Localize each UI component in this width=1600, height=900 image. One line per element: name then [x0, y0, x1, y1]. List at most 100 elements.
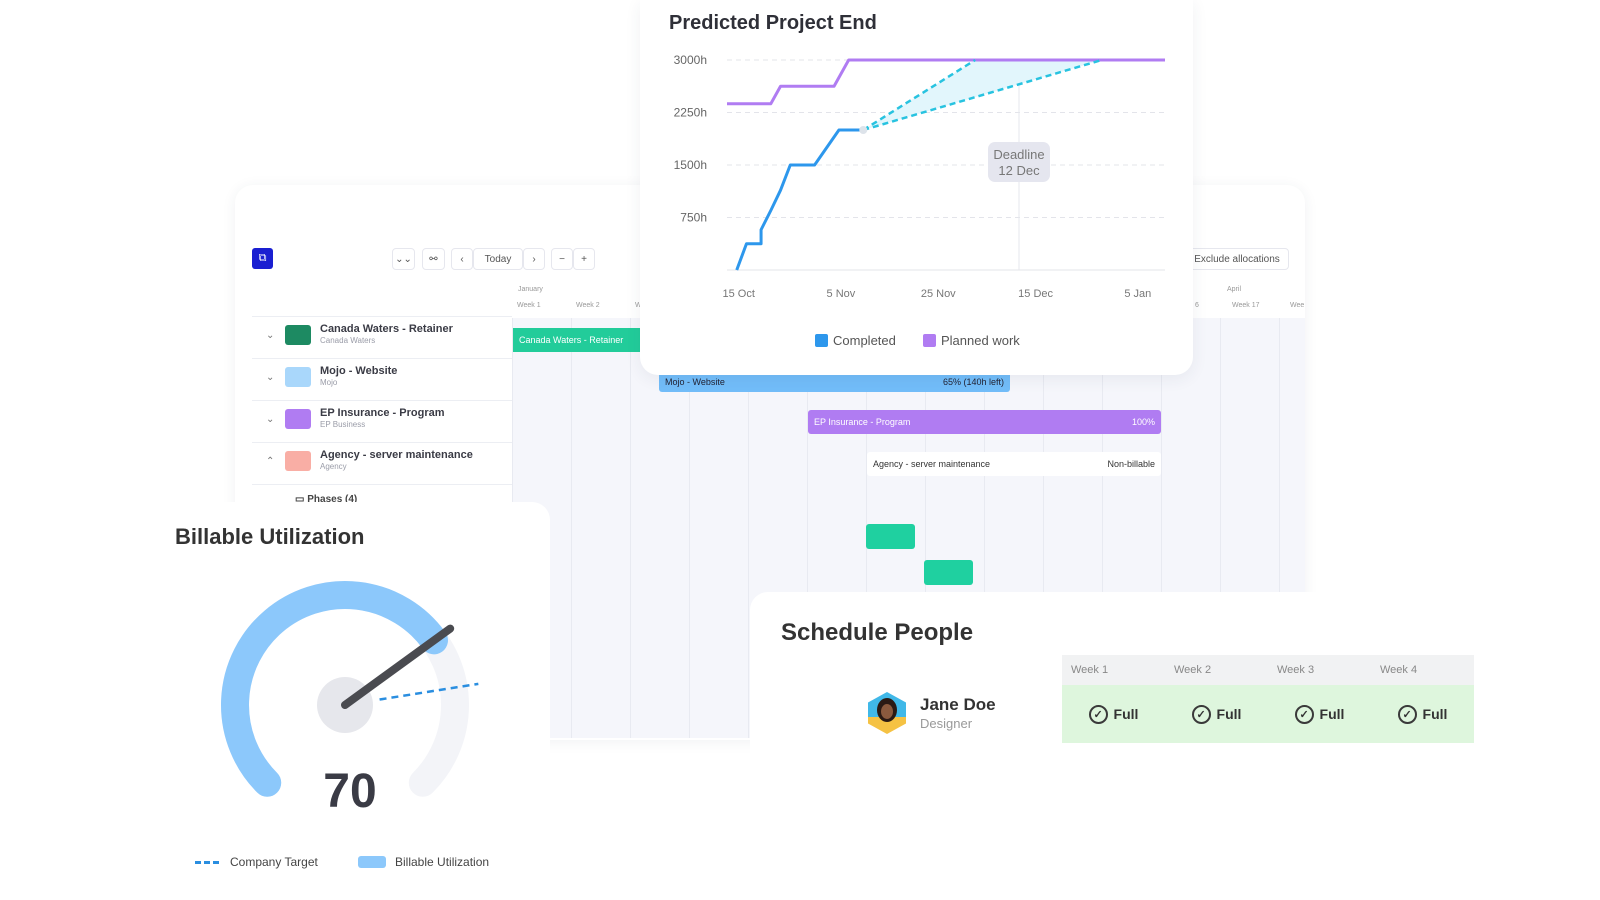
phases-row[interactable]: ▭ Phases (4): [295, 494, 357, 505]
client-name: EP Business: [320, 420, 366, 429]
project-row[interactable]: ⌄ Canada Waters - Retainer Canada Waters: [252, 317, 512, 359]
chevron-up-icon[interactable]: ⌃: [266, 456, 275, 467]
week-status-cell[interactable]: ✓ Full: [1165, 685, 1268, 743]
grid-line: [1220, 318, 1221, 738]
week-header: Week 3: [1268, 655, 1371, 685]
exclude-allocations-button[interactable]: Exclude allocations: [1185, 248, 1289, 270]
person-name: Jane Doe: [920, 695, 996, 714]
prev-button[interactable]: ‹: [451, 248, 473, 270]
share-icon[interactable]: ⚯: [422, 248, 445, 270]
gauge-fill: [221, 581, 448, 797]
project-color-swatch: [285, 451, 311, 471]
y-tick-label: 1500h: [674, 158, 707, 172]
deadline-label: Deadline: [993, 147, 1044, 162]
gauge-value: 70: [323, 765, 377, 818]
project-row[interactable]: ⌄ EP Insurance - Program EP Business: [252, 401, 512, 443]
bar-label: Agency - server maintenance: [873, 459, 991, 469]
check-circle-icon: ✓: [1294, 704, 1314, 724]
x-tick-label: 25 Nov: [921, 288, 956, 300]
zoom-out-button[interactable]: −: [551, 248, 573, 270]
app-logo[interactable]: ⧉: [252, 248, 273, 269]
grid-line: [630, 318, 631, 738]
grid-line: [748, 318, 749, 738]
week-status-cell[interactable]: ✓ Full: [1371, 685, 1474, 743]
project-name: Canada Waters - Retainer: [320, 323, 453, 335]
project-name: Mojo - Website: [320, 365, 398, 377]
week-header: W: [635, 302, 642, 309]
week-header: Week 2: [576, 302, 600, 309]
deadline-tooltip: [988, 142, 1050, 182]
divider: [252, 316, 512, 317]
chevron-down-icon[interactable]: ⌄: [266, 330, 275, 341]
grid-line: [984, 318, 985, 738]
x-tick-label: 5 Nov: [827, 288, 856, 300]
week-header: Wee: [1290, 302, 1305, 309]
grid-line: [1161, 318, 1162, 738]
y-tick-label: 3000h: [674, 53, 707, 67]
zoom-in-button[interactable]: +: [573, 248, 595, 270]
client-name: Canada Waters: [320, 336, 376, 345]
project-name: EP Insurance - Program: [320, 407, 445, 419]
legend-target-swatch: [195, 861, 219, 864]
predicted-project-end-card: Predicted Project End 3000h 2250h 1500h 750…: [640, 0, 1193, 375]
person-role: Designer: [920, 716, 973, 731]
bar-billing: Non-billable: [1107, 459, 1155, 469]
legend-target-label: Company Target: [230, 855, 318, 869]
y-tick-label: 750h: [680, 211, 707, 225]
legend-util-label: Billable Utilization: [395, 855, 490, 869]
week-status-cell[interactable]: ✓ Full: [1062, 685, 1165, 743]
bar-ep-insurance[interactable]: EP Insurance - Program 100%: [808, 410, 1161, 434]
month-label: April: [1227, 286, 1242, 293]
phase-block[interactable]: [924, 560, 973, 585]
week-header: 6: [1195, 302, 1199, 309]
x-tick-label: 15 Oct: [723, 288, 755, 300]
chart-title: Predicted Project End: [669, 12, 877, 34]
client-name: Mojo: [320, 378, 338, 387]
y-tick-label: 2250h: [674, 106, 707, 120]
week-header: Week 1: [517, 302, 541, 309]
people-title: Schedule People: [781, 619, 974, 646]
projection-area: [863, 60, 1102, 130]
bar-agency[interactable]: Agency - server maintenance Non-billable: [867, 452, 1161, 476]
project-row[interactable]: ⌄ Mojo - Website Mojo: [252, 359, 512, 401]
status-label: Full: [1422, 706, 1448, 722]
grid-line: [807, 318, 808, 738]
chevron-down-icon[interactable]: ⌄: [266, 372, 275, 383]
check-circle-icon: ✓: [1191, 704, 1211, 724]
company-target-line: [379, 682, 479, 701]
week-header: Week 2: [1165, 655, 1268, 685]
status-label: Full: [1319, 706, 1345, 722]
project-row[interactable]: ⌃ Agency - server maintenance Agency: [252, 443, 512, 485]
bar-progress: 65% (140h left): [942, 377, 1004, 387]
gauge-title: Billable Utilization: [175, 524, 365, 549]
month-label: January: [518, 286, 543, 293]
x-tick-label: 15 Dec: [1018, 288, 1053, 300]
legend-util-swatch: [358, 856, 386, 868]
bar-mojo-website[interactable]: Mojo - Website 65% (140h left): [659, 372, 1010, 392]
today-button[interactable]: Today: [473, 248, 523, 270]
check-circle-icon: ✓: [1088, 704, 1108, 724]
check-circle-icon: ✓: [1397, 704, 1417, 724]
bar-label: Canada Waters - Retainer: [519, 335, 624, 345]
series-line-planned-work: [727, 58, 1165, 106]
chevron-down-icon[interactable]: ⌄: [266, 414, 275, 425]
utilization-gauge: [221, 581, 479, 797]
status-label: Full: [1216, 706, 1242, 722]
phase-block[interactable]: [866, 524, 915, 549]
bar-label: Mojo - Website: [665, 377, 725, 387]
week-status-cell[interactable]: ✓ Full: [1268, 685, 1371, 743]
week-header: Week 1: [1062, 655, 1165, 685]
grid-line: [689, 318, 690, 738]
status-label: Full: [1113, 706, 1139, 722]
grid-line: [1043, 318, 1044, 738]
project-color-swatch: [285, 409, 311, 429]
phases-icon: ▭: [295, 494, 308, 505]
bar-canada-waters[interactable]: Canada Waters - Retainer: [513, 328, 641, 352]
grid-line: [1102, 318, 1103, 738]
next-button[interactable]: ›: [523, 248, 545, 270]
bar-label: EP Insurance - Program: [814, 417, 911, 427]
collapse-all-button[interactable]: ⌄⌄: [392, 248, 415, 270]
legend-swatch: [815, 334, 828, 347]
projection-line: [862, 58, 976, 132]
series-line-completed: [735, 128, 864, 271]
